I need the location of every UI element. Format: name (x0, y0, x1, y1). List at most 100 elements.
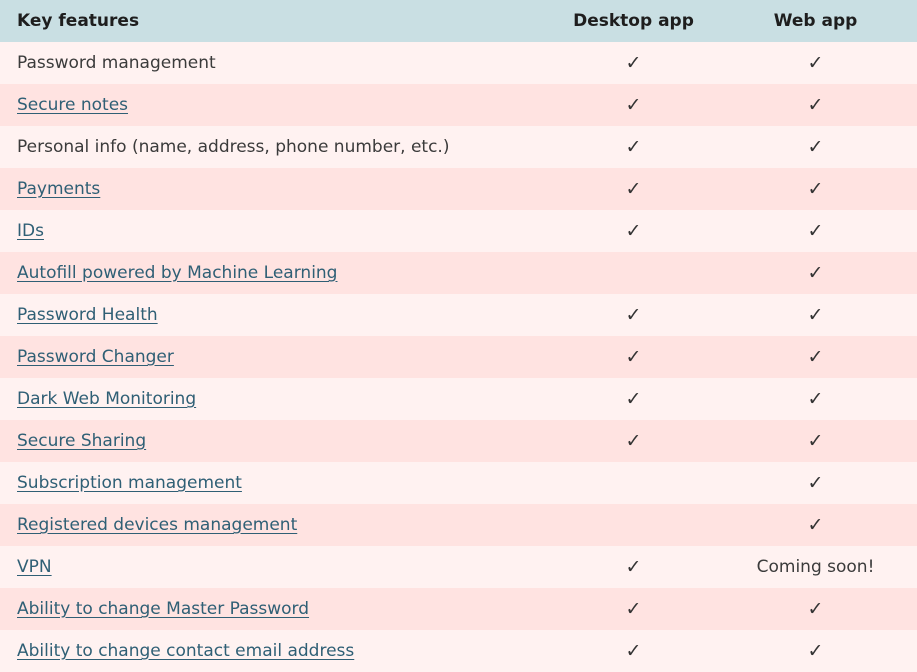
table-row: Personal info (name, address, phone numb… (0, 126, 917, 168)
desktop-support-cell: ✓ (525, 126, 732, 168)
web-support-cell: ✓ (732, 126, 917, 168)
checkmark-icon: ✓ (807, 94, 824, 116)
header-web-app: Web app (773, 11, 858, 31)
feature-cell: Password management (0, 42, 525, 84)
desktop-support-cell: ✓ (525, 210, 732, 252)
checkmark-icon: ✓ (807, 388, 824, 410)
feature-link[interactable]: Password Health (17, 305, 158, 325)
checkmark-icon: ✓ (807, 220, 824, 242)
feature-link[interactable]: Password Changer (17, 347, 174, 367)
feature-cell: Subscription management (0, 462, 525, 504)
feature-cell: VPN (0, 546, 525, 588)
web-support-cell: Coming soon! (732, 546, 917, 588)
feature-cell: Secure notes (0, 84, 525, 126)
checkmark-icon: ✓ (807, 304, 824, 326)
web-support-cell: ✓ (732, 462, 917, 504)
table-row: Autofill powered by Machine Learning ✓ (0, 252, 917, 294)
desktop-support-cell: ✓ (525, 294, 732, 336)
checkmark-icon: ✓ (807, 262, 824, 284)
table-row: Password Changer ✓ ✓ (0, 336, 917, 378)
table-body: Password management ✓ ✓ Secure notes ✓ ✓ Perso… (0, 42, 917, 672)
web-support-cell: ✓ (732, 336, 917, 378)
feature-link[interactable]: Ability to change Master Password (17, 599, 310, 619)
feature-link[interactable]: Subscription management (17, 473, 242, 493)
web-support-cell: ✓ (732, 504, 917, 546)
feature-cell: Ability to change contact email address (0, 630, 525, 672)
checkmark-icon: ✓ (807, 52, 824, 74)
feature-label: Password management (17, 53, 216, 73)
table-row: Secure notes ✓ ✓ (0, 84, 917, 126)
desktop-support-cell: ✓ (525, 546, 732, 588)
web-support-cell: ✓ (732, 84, 917, 126)
feature-cell: Ability to change Master Password (0, 588, 525, 630)
support-text: Coming soon! (756, 557, 875, 577)
feature-link[interactable]: Dark Web Monitoring (17, 389, 197, 409)
feature-cell: Dark Web Monitoring (0, 378, 525, 420)
checkmark-icon: ✓ (807, 346, 824, 368)
desktop-support-cell: ✓ (525, 84, 732, 126)
checkmark-icon: ✓ (625, 136, 642, 158)
table-row: Subscription management ✓ (0, 462, 917, 504)
table-row: IDs ✓ ✓ (0, 210, 917, 252)
feature-cell: Payments (0, 168, 525, 210)
table-row: Ability to change Master Password ✓ ✓ (0, 588, 917, 630)
checkmark-icon: ✓ (625, 304, 642, 326)
feature-link[interactable]: Autofill powered by Machine Learning (17, 263, 338, 283)
desktop-support-cell (525, 462, 732, 504)
checkmark-icon: ✓ (807, 178, 824, 200)
checkmark-icon: ✓ (807, 598, 824, 620)
header-key-features: Key features (17, 11, 140, 31)
web-support-cell: ✓ (732, 294, 917, 336)
table-row: Payments ✓ ✓ (0, 168, 917, 210)
feature-cell: Password Changer (0, 336, 525, 378)
checkmark-icon: ✓ (625, 52, 642, 74)
table-row: Ability to change contact email address ✓… (0, 630, 917, 672)
checkmark-icon: ✓ (625, 94, 642, 116)
checkmark-icon: ✓ (807, 472, 824, 494)
checkmark-icon: ✓ (807, 514, 824, 536)
web-support-cell: ✓ (732, 588, 917, 630)
checkmark-icon: ✓ (625, 640, 642, 662)
checkmark-icon: ✓ (807, 136, 824, 158)
feature-cell: Autofill powered by Machine Learning (0, 252, 525, 294)
checkmark-icon: ✓ (625, 388, 642, 410)
web-support-cell: ✓ (732, 210, 917, 252)
checkmark-icon: ✓ (625, 598, 642, 620)
feature-link[interactable]: Registered devices management (17, 515, 298, 535)
checkmark-icon: ✓ (625, 178, 642, 200)
table-row: Password Health ✓ ✓ (0, 294, 917, 336)
desktop-support-cell (525, 504, 732, 546)
desktop-support-cell: ✓ (525, 42, 732, 84)
checkmark-icon: ✓ (625, 556, 642, 578)
table-row: VPN ✓ Coming soon! (0, 546, 917, 588)
desktop-support-cell: ✓ (525, 630, 732, 672)
desktop-support-cell: ✓ (525, 168, 732, 210)
feature-link[interactable]: Secure notes (17, 95, 129, 115)
desktop-support-cell: ✓ (525, 420, 732, 462)
web-support-cell: ✓ (732, 252, 917, 294)
desktop-support-cell: ✓ (525, 588, 732, 630)
web-support-cell: ✓ (732, 168, 917, 210)
feature-cell: Secure Sharing (0, 420, 525, 462)
table-row: Secure Sharing ✓ ✓ (0, 420, 917, 462)
feature-label: Personal info (name, address, phone numb… (17, 137, 450, 157)
checkmark-icon: ✓ (625, 346, 642, 368)
checkmark-icon: ✓ (807, 430, 824, 452)
feature-link[interactable]: VPN (17, 557, 52, 577)
feature-link[interactable]: Payments (17, 179, 101, 199)
web-support-cell: ✓ (732, 420, 917, 462)
checkmark-icon: ✓ (625, 430, 642, 452)
feature-link[interactable]: Secure Sharing (17, 431, 147, 451)
feature-link[interactable]: IDs (17, 221, 44, 241)
web-support-cell: ✓ (732, 42, 917, 84)
desktop-support-cell (525, 252, 732, 294)
feature-cell: Registered devices management (0, 504, 525, 546)
feature-cell: Personal info (name, address, phone numb… (0, 126, 525, 168)
desktop-support-cell: ✓ (525, 378, 732, 420)
feature-link[interactable]: Ability to change contact email address (17, 641, 355, 661)
header-desktop-app: Desktop app (573, 11, 694, 31)
table-row: Password management ✓ ✓ (0, 42, 917, 84)
checkmark-icon: ✓ (625, 220, 642, 242)
desktop-support-cell: ✓ (525, 336, 732, 378)
